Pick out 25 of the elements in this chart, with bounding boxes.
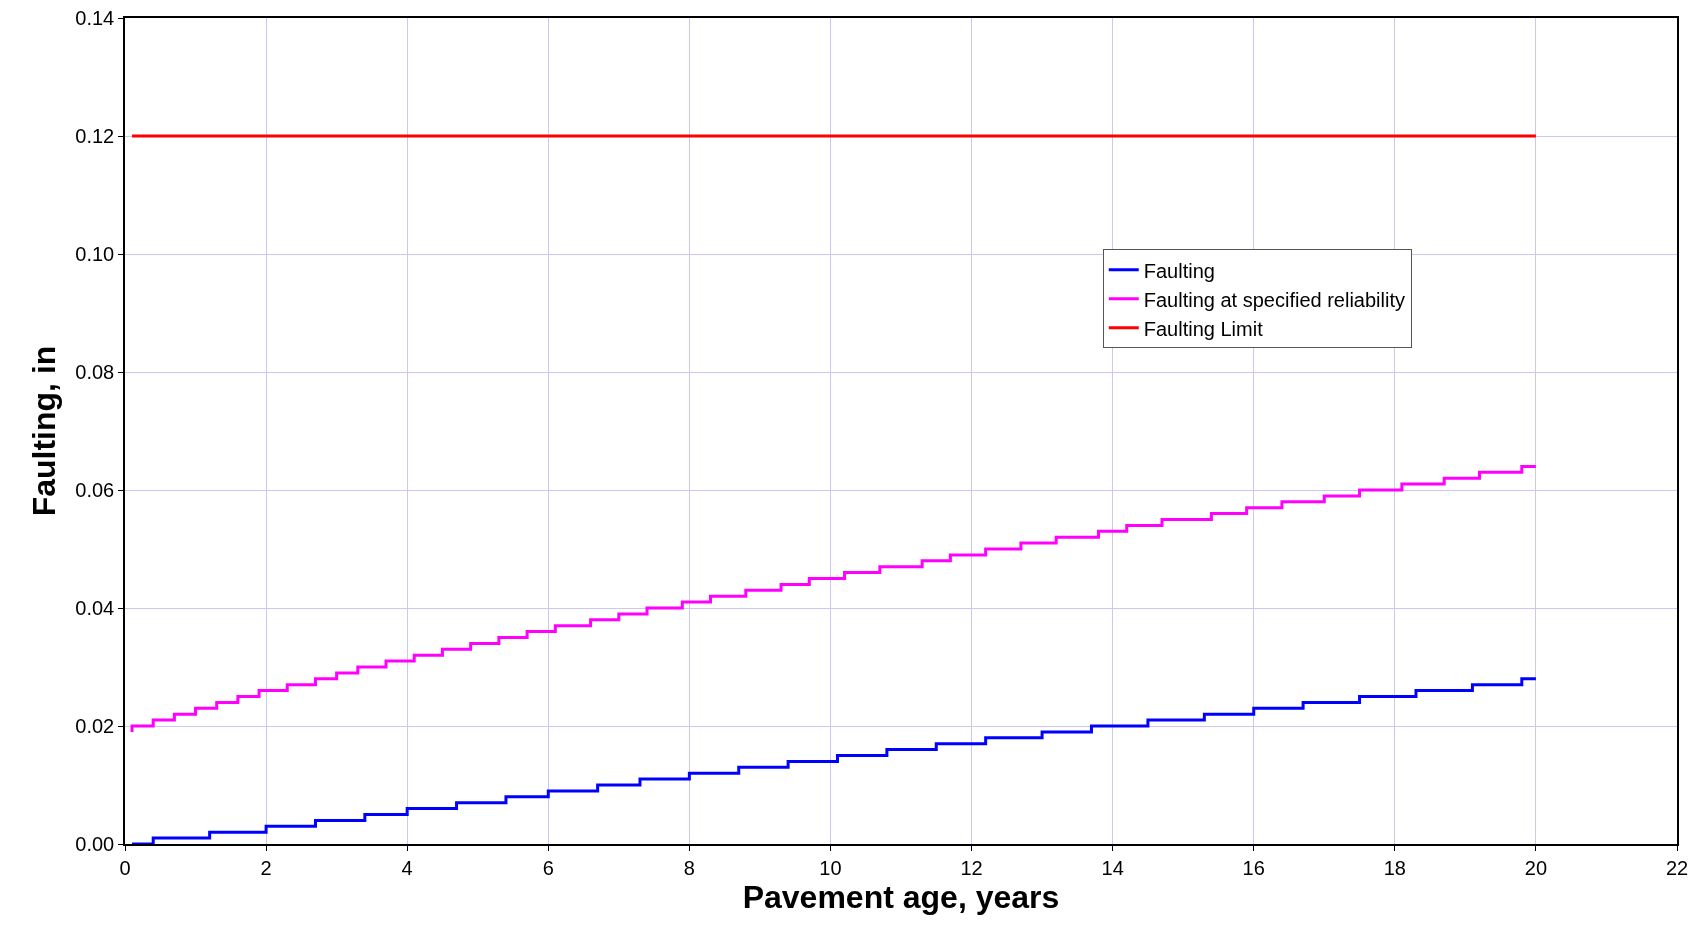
x-tick-label: 10 (819, 856, 842, 879)
y-tick-label: 0.00 (75, 833, 115, 855)
x-tick-label: 22 (1665, 856, 1689, 879)
x-tick-label: 20 (1524, 856, 1548, 879)
legend-label: Faulting Limit (1143, 317, 1264, 340)
x-tick-label: 6 (542, 856, 554, 879)
x-tick-label: 12 (960, 856, 983, 879)
y-tick-label: 0.10 (75, 243, 115, 265)
x-tick-label: 18 (1383, 856, 1406, 879)
legend-label: Faulting at specified reliability (1143, 288, 1406, 311)
x-tick-label: 8 (683, 856, 695, 879)
y-tick-label: 0.14 (75, 7, 115, 29)
x-tick-label: 14 (1101, 856, 1124, 879)
y-tick-label: 0.12 (75, 125, 115, 147)
y-tick-label: 0.02 (75, 715, 115, 737)
x-axis-title: Pavement age, years (742, 878, 1060, 915)
y-tick-label: 0.04 (75, 597, 115, 619)
y-tick-label: 0.08 (75, 361, 115, 383)
y-axis-title: Faulting, in (26, 345, 63, 517)
x-tick-label: 16 (1242, 856, 1265, 879)
y-tick-label: 0.06 (75, 479, 115, 501)
x-tick-label: 4 (401, 856, 413, 879)
x-tick-label: 2 (260, 856, 272, 879)
x-tick-label: 0 (119, 856, 131, 879)
legend-label: Faulting (1143, 259, 1215, 282)
